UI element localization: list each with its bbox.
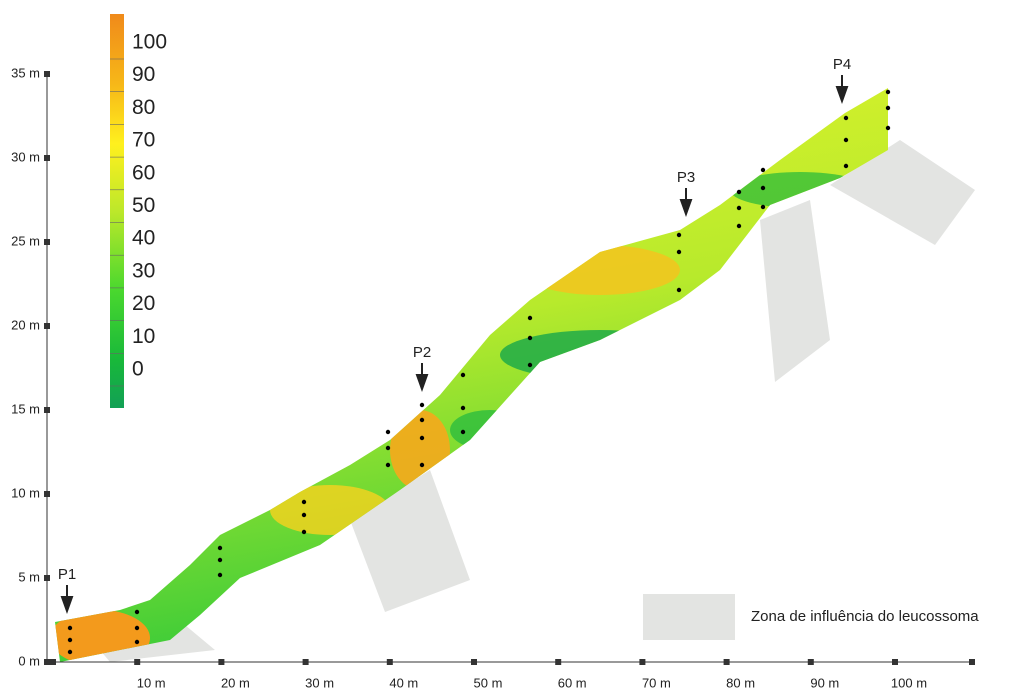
color-bar-label: 30 [132,259,155,282]
profile-arrow [835,75,849,104]
color-bar-label: 40 [132,227,155,250]
x-tick [302,659,309,665]
leucosome-zones [100,140,975,662]
y-tick [44,491,50,497]
profile-arrow [60,585,74,614]
color-bar-label: 90 [132,63,155,86]
color-bar-label: 0 [132,358,144,381]
color-bar-label: 100 [132,31,167,54]
x-tick [639,659,646,665]
x-tick [218,659,225,665]
profile-label: P1 [58,566,76,583]
color-bar-label: 70 [132,129,155,152]
sample-points [67,89,891,655]
y-tick-label: 20 m [11,317,40,332]
x-tick [134,659,141,665]
x-tick [892,659,898,665]
x-tick-label: 90 m [810,675,839,690]
x-tick-label: 100 m [891,675,927,690]
color-bar [110,14,124,408]
profile-arrow [679,188,693,217]
y-tick-label: 15 m [11,401,40,416]
contour-section [55,88,888,662]
x-tick [969,659,975,665]
color-bar-label: 80 [132,96,155,119]
y-tick-label: 25 m [11,233,40,248]
x-tick-label: 40 m [389,675,418,690]
y-tick [44,239,50,245]
x-tick-label: 80 m [726,675,755,690]
x-tick [386,659,393,665]
y-tick [44,323,50,329]
legend-label: Zona de influência do leucossoma [751,608,979,625]
color-bar-label: 20 [132,292,155,315]
y-tick [44,71,50,77]
y-tick [44,575,50,581]
x-tick-label: 20 m [221,675,250,690]
x-tick-label: 60 m [558,675,587,690]
x-tick-label: 50 m [474,675,503,690]
x-tick-label: 10 m [137,675,166,690]
x-tick [807,659,814,665]
y-tick [44,407,50,413]
y-tick-label: 35 m [11,65,40,80]
y-tick-label: 0 m [18,653,40,668]
y-tick-label: 30 m [11,149,40,164]
y-tick-label: 5 m [18,569,40,584]
x-tick [50,659,56,665]
y-tick-label: 10 m [11,485,40,500]
y-tick [44,659,50,665]
x-tick [555,659,562,665]
profile-label: P4 [833,56,851,73]
y-tick [44,155,50,161]
color-bar-label: 10 [132,325,155,348]
profile-arrow [415,363,429,392]
color-bar-label: 50 [132,194,155,217]
x-tick [471,659,477,665]
color-bar-label: 60 [132,161,155,184]
x-tick-label: 30 m [305,675,334,690]
legend-swatch [643,594,735,640]
x-tick [723,659,730,665]
profile-label: P3 [677,169,695,186]
profile-label: P2 [413,344,431,361]
x-tick-label: 70 m [642,675,671,690]
